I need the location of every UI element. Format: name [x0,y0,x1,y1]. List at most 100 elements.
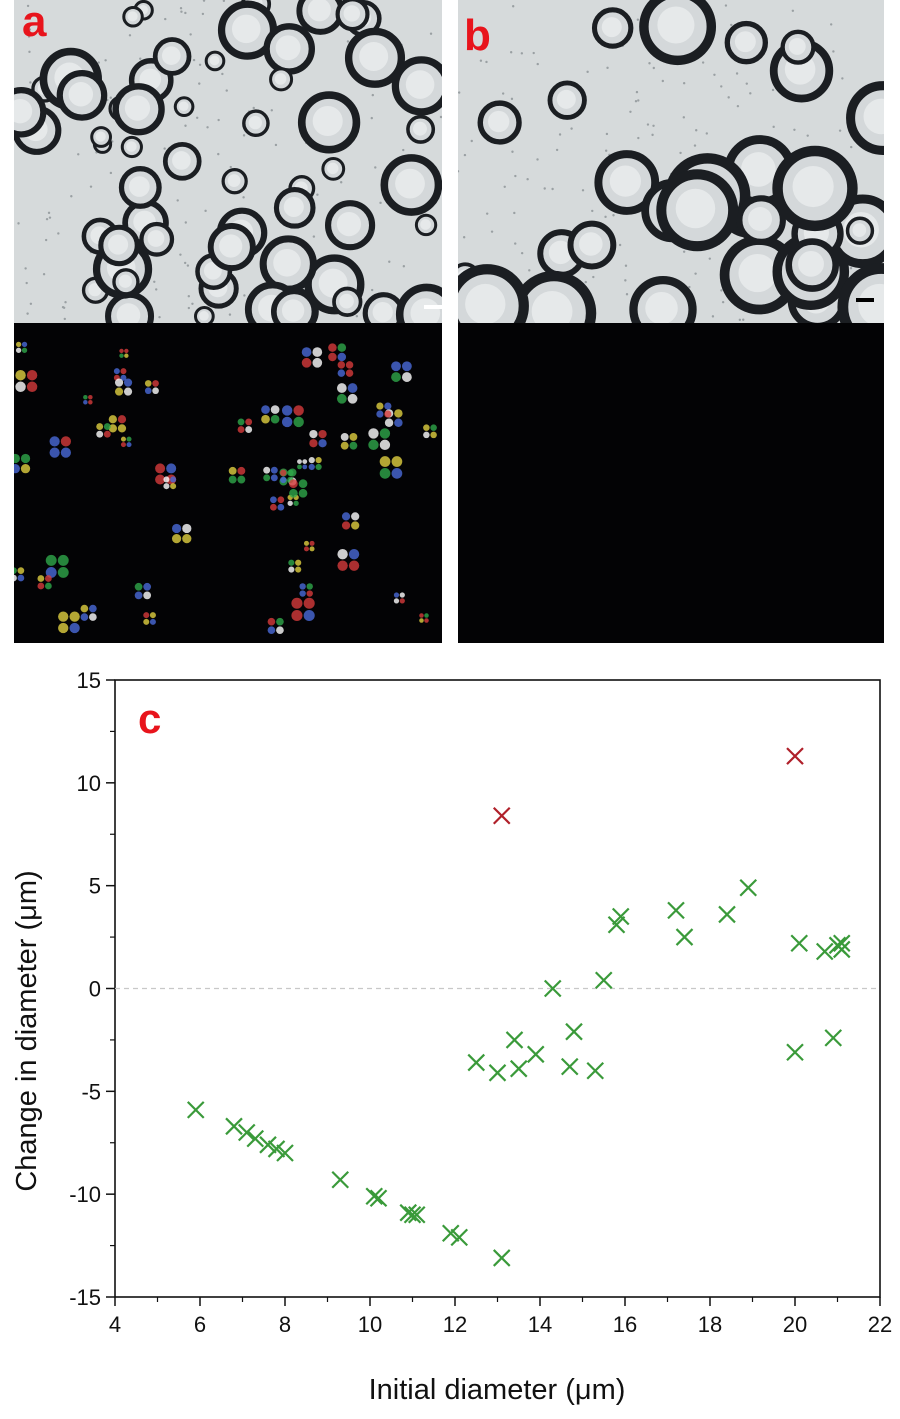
birefringence-lobe [349,441,358,450]
droplet-core [231,14,261,44]
particle [509,51,513,54]
birefringence-lobe [49,447,60,458]
particle [270,109,273,112]
birefringence-lobe [384,410,392,418]
droplet-core [14,98,33,124]
birefringence-lobe [120,368,127,375]
birefringence-lobe [182,523,192,534]
particle [109,171,113,175]
droplet-core [275,35,301,61]
birefringence-lobe [277,496,285,504]
droplet-core [124,95,151,121]
panel-b-brightfield-image [458,0,884,323]
data-point [667,901,685,920]
birefringence-lobe [17,574,25,582]
birefringence-lobe [312,357,323,368]
particle [402,148,405,152]
birefringence-lobe [393,592,400,598]
particle [158,315,161,319]
birefringence-lobe [302,464,308,470]
birefringence-lobe [328,343,337,352]
birefringence-lobe [280,469,287,477]
panel-a-label: a [22,0,47,46]
droplet-core [645,291,678,323]
particle [682,250,686,253]
birefringence-lobe [15,347,22,353]
birefringence-lobe [276,626,284,635]
y-tick-label: -15 [69,1285,101,1310]
particle [217,118,220,122]
particle [225,89,228,92]
particle [27,35,31,38]
particle [186,264,190,267]
birefringence-lobe [270,474,278,482]
particle [749,92,752,95]
droplet-core [420,219,431,230]
particle [462,236,466,239]
birefringence-lobe [263,474,271,482]
birefringence-lobe [345,369,354,377]
particle [312,235,316,238]
data-point [488,1064,507,1082]
particle [652,66,656,70]
particle [514,242,517,245]
birefringence-lobe [288,559,295,566]
particle [634,99,638,103]
data-point [607,915,626,934]
data-point [505,1031,524,1049]
birefringence-lobe [170,476,177,483]
birefringence-lobe [171,523,182,534]
particle [708,257,711,260]
birefringence-lobe [126,442,132,448]
droplet-core [68,82,94,107]
birefringence-lobe [337,343,347,352]
particle [97,61,100,64]
birefringence-lobe [119,348,124,354]
birefringence-lobe [298,488,308,498]
particle [648,62,651,65]
birefringence-lobe [119,353,124,358]
birefringence-lobe [318,439,327,448]
particle [701,61,705,64]
birefringence-lobe [337,560,348,571]
droplet-core [209,55,220,66]
birefringence-lobe [337,352,347,362]
birefringence-lobe [308,463,315,471]
birefringence-lobe [384,402,392,410]
y-tick-label: 5 [89,874,101,899]
birefringence-lobe [58,622,69,634]
x-tick-label: 14 [528,1312,552,1337]
data-point [407,1205,426,1224]
birefringence-lobe [299,583,306,590]
birefringence-lobe [170,483,177,490]
birefringence-lobe [302,459,308,464]
birefringence-lobe [419,613,424,618]
particle [202,0,206,2]
particle [192,58,196,62]
droplet-core [734,31,756,53]
particle [89,185,93,188]
particle [355,315,359,318]
birefringence-lobe [58,611,69,622]
birefringence-lobe [44,575,52,582]
particle [604,215,607,219]
particle [470,139,473,143]
particle [388,260,391,263]
particle [543,187,546,190]
data-point [246,1129,265,1148]
birefringence-lobe [289,479,298,489]
birefringence-lobe [114,378,124,387]
particle [57,232,60,235]
droplet-core [312,105,343,137]
particle [528,269,531,272]
panel-b-label: b [464,11,491,60]
droplet-core [336,211,362,237]
particle [26,4,30,8]
data-point [560,1057,579,1076]
droplet-core [609,165,641,197]
particle [730,23,733,27]
particle [222,0,226,3]
particle [204,209,207,213]
particle [711,315,715,318]
particle [485,60,488,64]
